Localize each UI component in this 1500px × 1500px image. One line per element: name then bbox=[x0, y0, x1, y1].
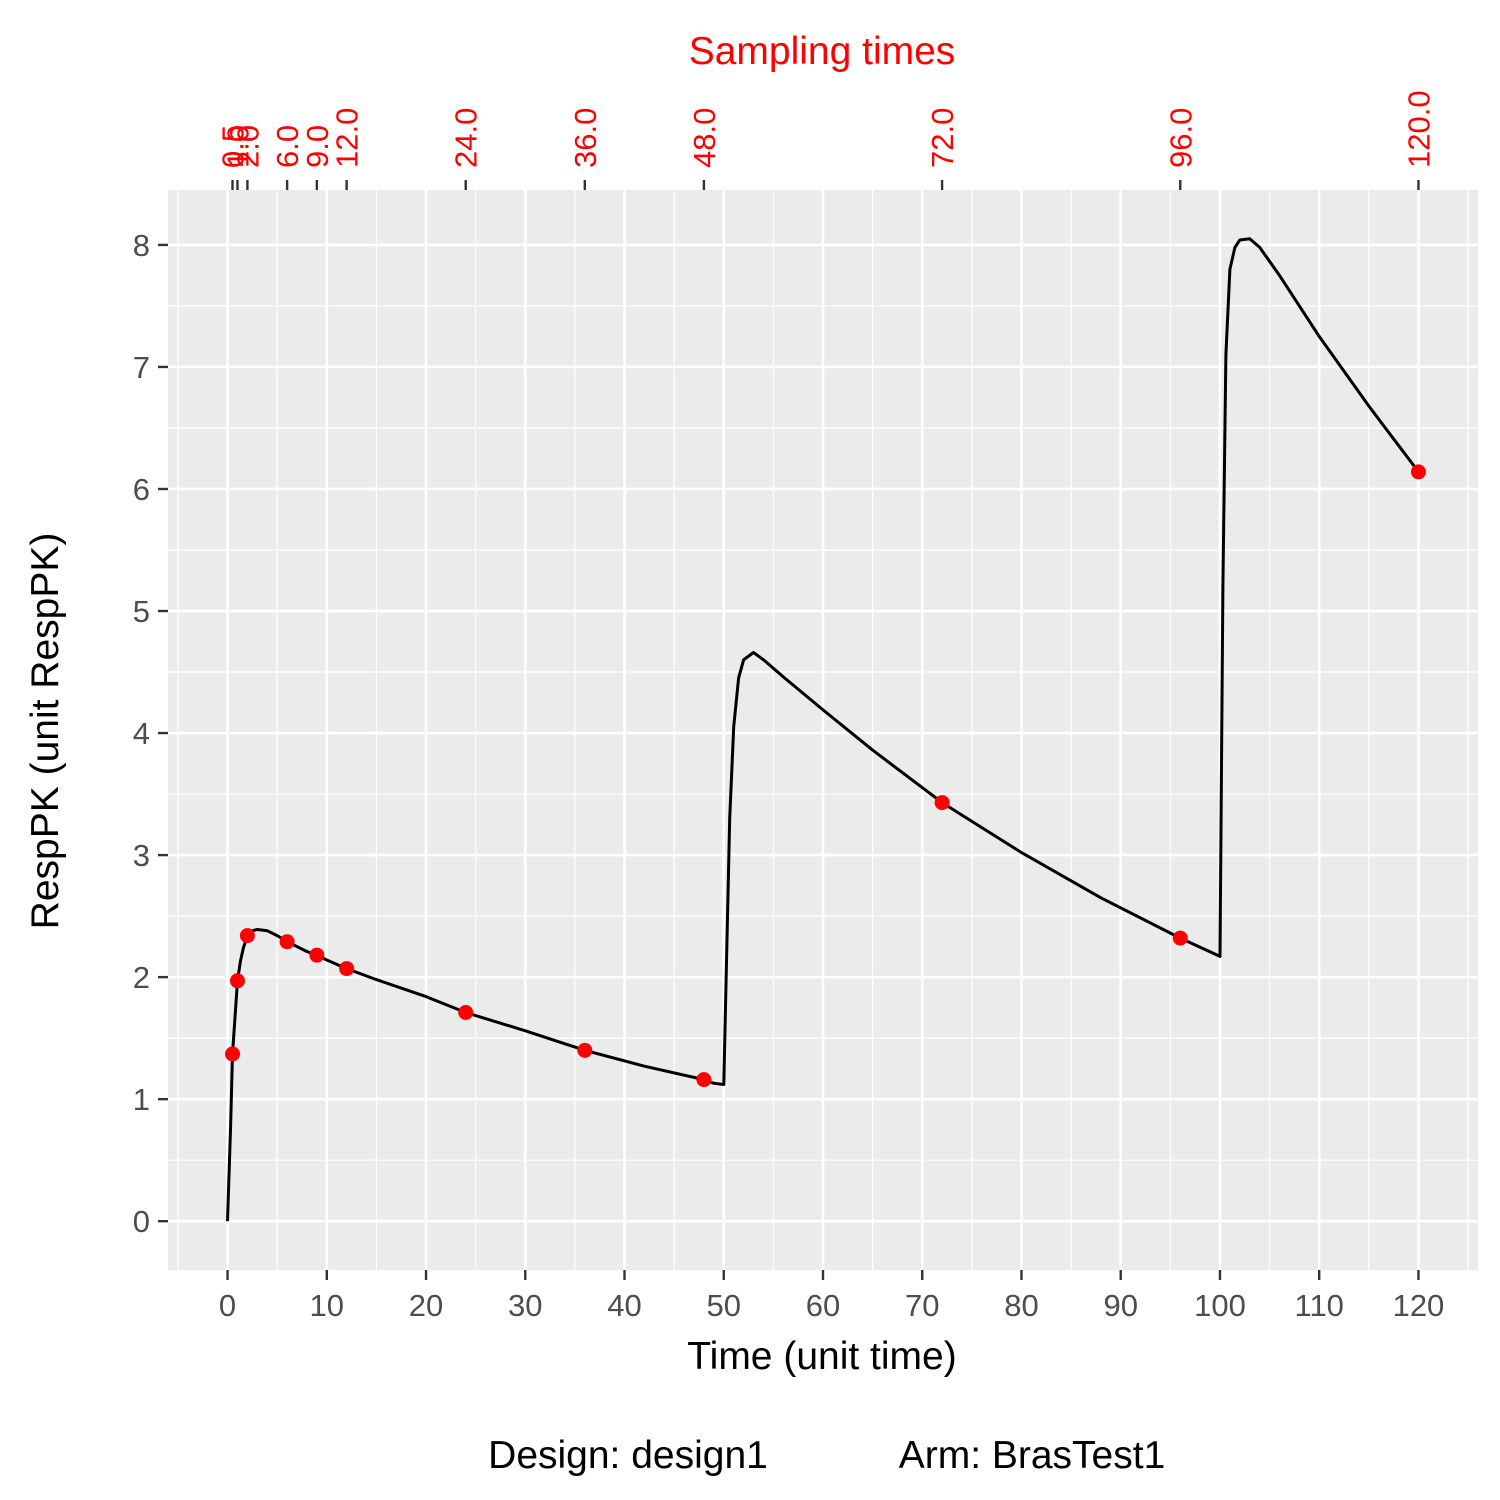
x-tick-label: 40 bbox=[607, 1288, 641, 1323]
x-axis: 0 10 20 30 40 50 60 70 80 90 100 110 120 bbox=[219, 1270, 1444, 1323]
top-tick-label: 9.0 bbox=[300, 125, 335, 168]
x-tick-label: 50 bbox=[707, 1288, 741, 1323]
x-tick-label: 100 bbox=[1194, 1288, 1246, 1323]
top-tick-label: 48.0 bbox=[687, 108, 722, 168]
y-tick-label: 3 bbox=[133, 838, 150, 873]
y-tick-label: 0 bbox=[133, 1204, 150, 1239]
top-axis: 0.51.02.0 6.09.012.0 24.0 36.0 48.0 72.0 96.0 1… bbox=[216, 90, 1436, 190]
x-axis-title: Time (unit time) bbox=[687, 1335, 956, 1378]
x-tick-label: 20 bbox=[409, 1288, 443, 1323]
top-tick-label: 0.5 bbox=[216, 125, 251, 168]
sampling-point bbox=[239, 928, 255, 944]
x-tick-label: 110 bbox=[1295, 1288, 1344, 1323]
series-layer bbox=[225, 237, 1426, 1222]
sampling-point bbox=[577, 1042, 593, 1058]
top-tick-label: 6.0 bbox=[270, 125, 305, 168]
top-tick-label: 72.0 bbox=[925, 108, 960, 168]
x-tick-label: 0 bbox=[219, 1288, 236, 1323]
top-tick-label: 2.0 bbox=[230, 125, 265, 168]
sampling-point bbox=[229, 973, 245, 989]
y-tick-label: 5 bbox=[133, 594, 150, 629]
top-tick-label: 120.0 bbox=[1401, 90, 1436, 168]
y-tick-label: 4 bbox=[133, 716, 150, 751]
x-tick-label: 60 bbox=[806, 1288, 840, 1323]
sampling-point bbox=[279, 934, 295, 950]
y-tick-label: 7 bbox=[133, 350, 150, 385]
sampling-point bbox=[934, 795, 950, 811]
sampling-point bbox=[225, 1046, 241, 1062]
response-curve bbox=[226, 237, 1420, 1222]
grid-major bbox=[168, 190, 1478, 1270]
sampling-point bbox=[1172, 930, 1188, 946]
sampling-point bbox=[339, 961, 355, 977]
y-axis: 0 1 2 3 4 5 6 7 8 bbox=[133, 228, 168, 1239]
x-tick-label: 70 bbox=[905, 1288, 939, 1323]
sampling-point bbox=[696, 1072, 712, 1088]
top-axis-title: Sampling times bbox=[689, 30, 956, 73]
y-tick-label: 6 bbox=[133, 472, 150, 507]
top-tick-label: 96.0 bbox=[1163, 108, 1198, 168]
sampling-point bbox=[309, 947, 325, 963]
y-tick-label: 8 bbox=[133, 228, 150, 263]
x-tick-label: 10 bbox=[310, 1288, 344, 1323]
y-axis-title: RespPK (unit RespPK) bbox=[24, 533, 67, 930]
sampling-point bbox=[458, 1005, 474, 1021]
x-tick-label: 90 bbox=[1103, 1288, 1137, 1323]
caption-design: Design: design1 bbox=[488, 1434, 768, 1477]
x-tick-label: 120 bbox=[1393, 1288, 1445, 1323]
x-tick-label: 30 bbox=[508, 1288, 542, 1323]
x-tick-label: 80 bbox=[1004, 1288, 1038, 1323]
top-tick-label: 12.0 bbox=[330, 108, 365, 168]
top-tick-label: 24.0 bbox=[449, 108, 484, 168]
top-tick-label: 36.0 bbox=[568, 108, 603, 168]
caption-arm: Arm: BrasTest1 bbox=[899, 1434, 1166, 1477]
y-tick-label: 2 bbox=[133, 960, 150, 995]
y-tick-label: 1 bbox=[133, 1082, 150, 1117]
sampling-point bbox=[1410, 464, 1426, 480]
top-tick-label: 1.0 bbox=[220, 125, 255, 168]
